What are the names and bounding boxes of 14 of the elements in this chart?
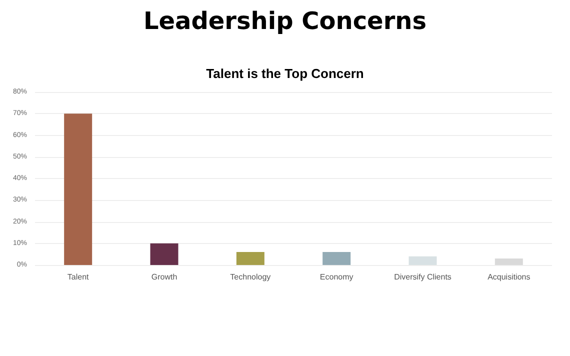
x-tick-label: Diversify Clients xyxy=(394,272,452,282)
x-tick-label: Technology xyxy=(230,272,271,282)
x-tick-label: Growth xyxy=(151,272,178,282)
bar xyxy=(322,252,351,265)
x-tick-label: Acquisitions xyxy=(488,272,530,282)
bar xyxy=(236,252,264,265)
bar xyxy=(494,258,523,265)
x-tick-label: Talent xyxy=(67,272,90,282)
x-tick-label: Economy xyxy=(320,272,354,282)
chart-subtitle: Talent is the Top Concern xyxy=(206,66,364,81)
chart-title: Leadership Concerns xyxy=(143,7,427,35)
bar xyxy=(408,256,437,265)
bar xyxy=(64,114,92,265)
bar xyxy=(150,243,178,265)
